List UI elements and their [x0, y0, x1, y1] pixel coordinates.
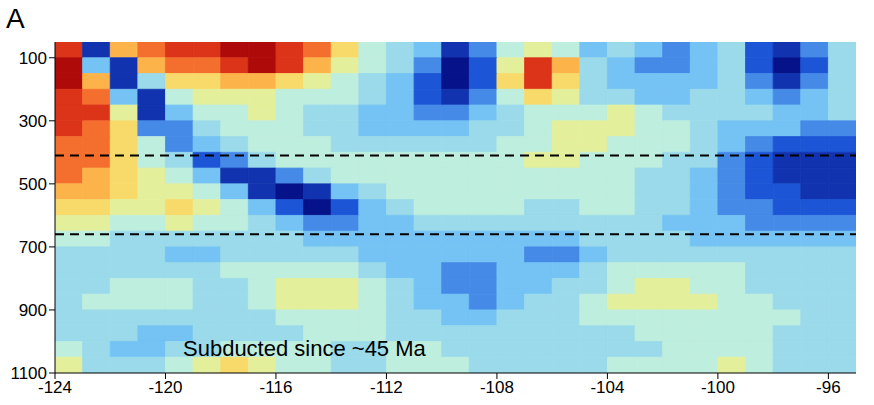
svg-text:-116: -116 — [260, 378, 293, 397]
svg-text:-104: -104 — [590, 378, 624, 397]
svg-text:-112: -112 — [370, 378, 403, 397]
html-text:Subducted since ~45 Ma: Subducted since ~45 Ma — [183, 336, 426, 361]
svg-text:100: 100 — [19, 49, 47, 68]
svg-text:-108: -108 — [480, 378, 514, 397]
svg-text:500: 500 — [19, 175, 47, 194]
svg-text:300: 300 — [19, 112, 47, 131]
svg-text:1100: 1100 — [10, 364, 47, 383]
svg-text:700: 700 — [19, 238, 47, 257]
svg-text:900: 900 — [19, 301, 47, 320]
svg-text:-100: -100 — [701, 378, 735, 397]
svg-text:-96: -96 — [816, 378, 841, 397]
html-text:A: A — [6, 3, 25, 34]
svg-text:-124: -124 — [38, 378, 72, 398]
svg-text:-120: -120 — [148, 378, 182, 397]
